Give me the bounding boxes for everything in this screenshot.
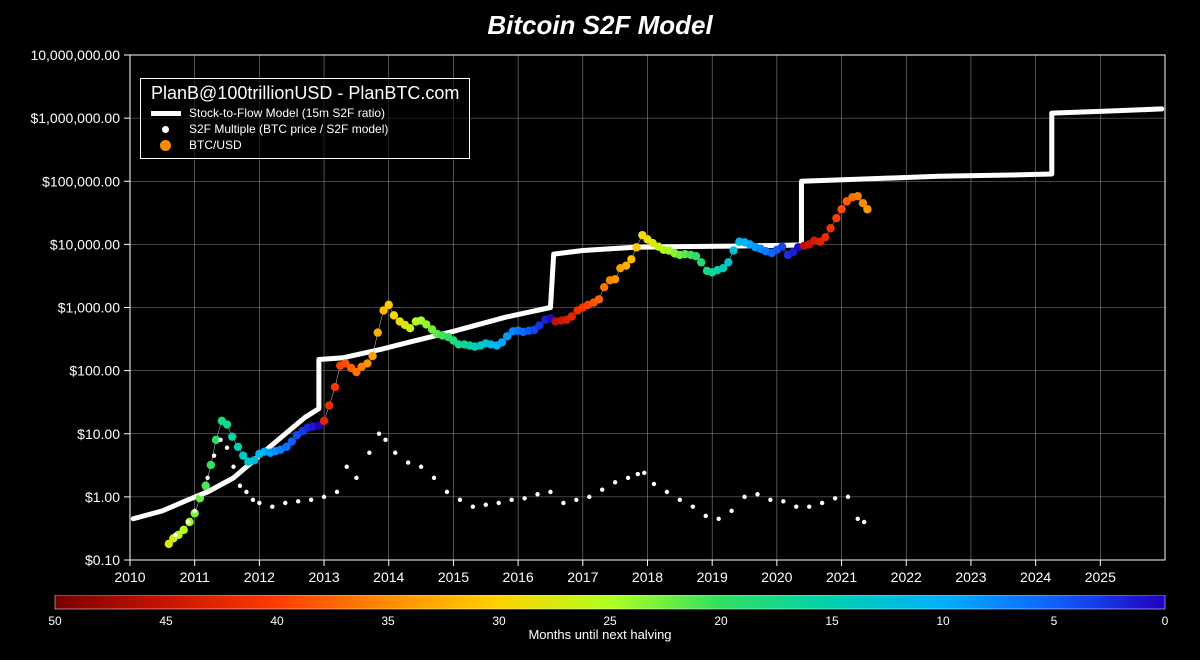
svg-text:$100.00: $100.00 xyxy=(69,363,120,379)
svg-text:2010: 2010 xyxy=(114,569,145,585)
legend-item-line: Stock-to-Flow Model (15m S2F ratio) xyxy=(151,106,459,120)
colorbar-label: Months until next halving xyxy=(0,627,1200,642)
svg-text:45: 45 xyxy=(159,614,173,628)
svg-text:$100,000.00: $100,000.00 xyxy=(42,173,120,189)
svg-text:50: 50 xyxy=(48,614,62,628)
svg-text:2014: 2014 xyxy=(373,569,404,585)
svg-text:2024: 2024 xyxy=(1020,569,1051,585)
legend-title: PlanB@100trillionUSD - PlanBTC.com xyxy=(151,83,459,104)
svg-text:2018: 2018 xyxy=(632,569,663,585)
svg-text:10: 10 xyxy=(936,614,950,628)
svg-text:25: 25 xyxy=(603,614,617,628)
svg-text:35: 35 xyxy=(381,614,395,628)
svg-text:2022: 2022 xyxy=(891,569,922,585)
svg-text:0: 0 xyxy=(1162,614,1169,628)
svg-text:10,000,000.00: 10,000,000.00 xyxy=(30,47,120,63)
svg-text:2023: 2023 xyxy=(955,569,986,585)
legend-item-multiple: S2F Multiple (BTC price / S2F model) xyxy=(151,122,459,136)
svg-text:30: 30 xyxy=(492,614,506,628)
svg-text:$1,000,000.00: $1,000,000.00 xyxy=(30,110,120,126)
svg-text:2016: 2016 xyxy=(503,569,534,585)
legend: PlanB@100trillionUSD - PlanBTC.com Stock… xyxy=(140,78,470,159)
svg-text:2012: 2012 xyxy=(244,569,275,585)
svg-text:2021: 2021 xyxy=(826,569,857,585)
svg-text:$0.10: $0.10 xyxy=(85,552,120,568)
svg-text:15: 15 xyxy=(825,614,839,628)
svg-text:$1.00: $1.00 xyxy=(85,489,120,505)
svg-text:2013: 2013 xyxy=(308,569,339,585)
svg-text:2020: 2020 xyxy=(761,569,792,585)
svg-text:2019: 2019 xyxy=(697,569,728,585)
svg-text:5: 5 xyxy=(1051,614,1058,628)
legend-label-multiple: S2F Multiple (BTC price / S2F model) xyxy=(189,122,388,136)
svg-text:2015: 2015 xyxy=(438,569,469,585)
legend-item-btcusd: BTC/USD xyxy=(151,138,459,152)
svg-text:2011: 2011 xyxy=(180,569,210,585)
svg-text:2017: 2017 xyxy=(567,569,598,585)
svg-text:$10.00: $10.00 xyxy=(77,426,120,442)
legend-label-line: Stock-to-Flow Model (15m S2F ratio) xyxy=(189,106,385,120)
legend-label-btcusd: BTC/USD xyxy=(189,138,242,152)
svg-text:20: 20 xyxy=(714,614,728,628)
svg-text:$1,000.00: $1,000.00 xyxy=(58,300,120,316)
colorbar: 50454035302520151050 Months until next h… xyxy=(0,595,1200,649)
svg-text:$10,000.00: $10,000.00 xyxy=(50,236,120,252)
svg-text:2025: 2025 xyxy=(1085,569,1116,585)
svg-text:40: 40 xyxy=(270,614,284,628)
